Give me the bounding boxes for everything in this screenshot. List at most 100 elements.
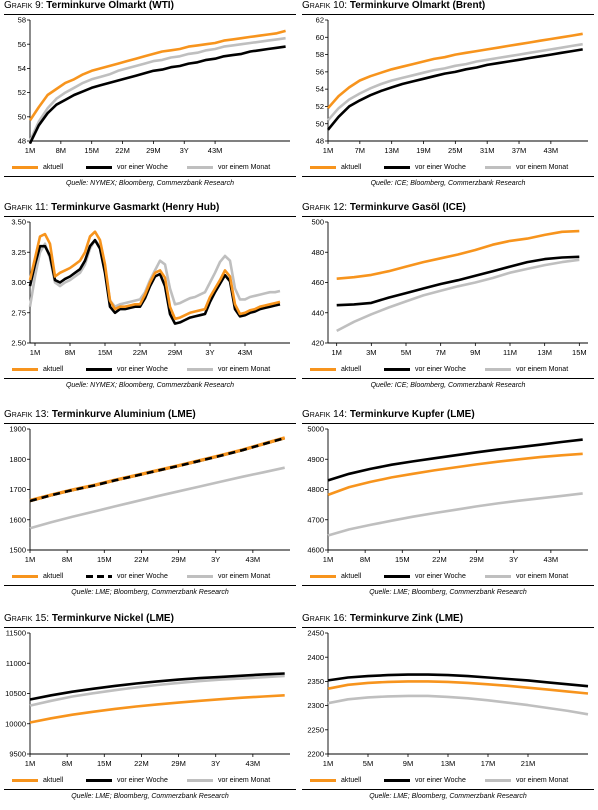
legend-item-woche: vor einer Woche (384, 362, 466, 376)
y-tick-label: 54 (18, 64, 26, 73)
chart-title-text: Terminkurve Ölmarkt (WTI) (43, 0, 174, 11)
x-tick-label: 8M (62, 555, 72, 564)
y-tick-label: 58 (316, 50, 324, 59)
series-line-woche-dashed (29, 436, 286, 503)
legend-label: vor einem Monat (516, 776, 569, 784)
chart-title-text: Terminkurve Gasmarkt (Henry Hub) (48, 202, 220, 213)
series-line-woche (336, 255, 580, 307)
legend-label: aktuell (43, 365, 64, 373)
x-tick-label: 22M (133, 348, 148, 357)
y-tick-label: 480 (311, 248, 324, 257)
line-chart: 48 50 52 54 56 58 60 62 1M 7M 13M 19M 25M 31M 37M 43M (316, 16, 588, 155)
y-tick-label: 2.50 (11, 339, 26, 348)
legend-label: aktuell (43, 572, 64, 580)
y-tick-label: 4600 (307, 546, 324, 555)
x-tick-label: 15M (395, 555, 410, 564)
chart-panel-9: Grafik 9: Terminkurve Ölmarkt (WTI) 48 50 5… (4, 0, 296, 196)
series-line-monat (336, 258, 580, 333)
chart-number-label: Grafik 14: (302, 409, 348, 420)
y-tick-label: 9500 (9, 750, 26, 759)
chart-source: Quelle: NYMEX; Bloomberg, Commerzbank Re… (65, 382, 235, 389)
series-line-aktuell (336, 229, 580, 280)
legend-item-monat: vor einem Monat (485, 362, 568, 376)
y-tick-label: 48 (316, 137, 324, 146)
legend-item-aktuell: aktuell (310, 362, 361, 376)
legend-swatch (12, 367, 38, 371)
legend-swatch (187, 165, 213, 169)
x-tick-label: 3Y (211, 759, 220, 768)
y-tick-label: 1700 (9, 485, 26, 494)
x-tick-label: 43M (544, 555, 559, 564)
y-tick-label: 56 (18, 40, 26, 49)
legend-label: vor einem Monat (218, 163, 271, 171)
legend-swatch (485, 367, 511, 371)
legend-label: vor einer Woche (117, 365, 168, 373)
legend-item-monat: vor einem Monat (485, 773, 568, 787)
x-tick-label: 43M (544, 146, 559, 155)
y-tick-label: 1600 (9, 515, 26, 524)
chart-number-label: Grafik 9: (4, 0, 44, 11)
legend-swatch (86, 778, 112, 782)
legend-swatch (12, 778, 38, 782)
x-tick-label: 17M (481, 759, 496, 768)
y-tick-label: 2200 (307, 750, 324, 759)
y-tick-label: 60 (316, 33, 324, 42)
legend-swatch (310, 574, 336, 578)
x-tick-label: 1M (323, 146, 333, 155)
chart-title: Grafik 14: Terminkurve Kupfer (LME) (302, 409, 475, 423)
y-tick-label: 52 (316, 102, 324, 111)
y-tick-label: 48 (18, 137, 26, 146)
chart-legend: aktuell vor einer Woche vor einem Monat (302, 773, 594, 787)
legend-item-aktuell: aktuell (310, 160, 361, 174)
x-tick-label: 13M (441, 759, 456, 768)
chart-title-text: Terminkurve Gasöl (ICE) (347, 202, 466, 213)
chart-title: Grafik 12: Terminkurve Gasöl (ICE) (302, 202, 466, 216)
x-tick-label: 15M (98, 348, 113, 357)
x-tick-label: 9M (403, 759, 413, 768)
chart-title: Grafik 13: Terminkurve Aluminium (LME) (4, 409, 196, 423)
source-divider (4, 378, 296, 379)
legend-swatch (187, 574, 213, 578)
chart-title: Grafik 9: Terminkurve Ölmarkt (WTI) (4, 0, 174, 14)
y-tick-label: 1900 (9, 425, 26, 434)
series-line-woche (28, 238, 281, 325)
legend-swatch (485, 165, 511, 169)
line-chart: 2.50 2.75 3.00 3.25 3.50 1M 8M 15M 22M 29M 3Y 43M (11, 218, 290, 357)
chart-legend: aktuell vor einer Woche vor einem Monat (4, 773, 296, 787)
chart-legend: aktuell vor einer Woche vor einem Monat (4, 569, 296, 583)
legend-item-monat: vor einem Monat (187, 773, 270, 787)
title-divider (302, 627, 594, 628)
legend-label: vor einem Monat (516, 572, 569, 580)
legend-swatch (187, 778, 213, 782)
x-tick-label: 1M (30, 348, 40, 357)
y-tick-label: 54 (316, 85, 324, 94)
source-divider (4, 585, 296, 586)
chart-number-label: Grafik 12: (302, 202, 348, 213)
legend-label: vor einem Monat (218, 776, 271, 784)
series-line-woche (326, 48, 583, 131)
series-line-monat (327, 492, 583, 537)
x-tick-label: 22M (432, 555, 447, 564)
y-tick-label: 500 (311, 218, 324, 227)
chart-title: Grafik 10: Terminkurve Ölmarkt (Brent) (302, 0, 485, 14)
series-line-aktuell (28, 230, 281, 321)
chart-legend: aktuell vor einer Woche vor einem Monat (302, 569, 594, 583)
x-tick-label: 37M (512, 146, 527, 155)
legend-label: vor einer Woche (117, 572, 168, 580)
legend-swatch (384, 165, 410, 169)
x-tick-label: 8M (360, 555, 370, 564)
chart-title: Grafik 11: Terminkurve Gasmarkt (Henry H… (4, 202, 219, 216)
chart-source: Quelle: LME; Bloomberg, Commerzbank Rese… (369, 589, 527, 596)
series-line-aktuell (29, 694, 285, 724)
source-divider (302, 378, 594, 379)
x-tick-label: 29M (171, 555, 186, 564)
chart-panel-14: Grafik 14: Terminkurve Kupfer (LME) 4600 4… (302, 409, 594, 605)
chart-source: Quelle: ICE; Bloomberg, Commerzbank Rese… (370, 382, 526, 389)
legend-label: vor einer Woche (117, 776, 168, 784)
title-divider (4, 423, 296, 424)
y-tick-label: 2400 (307, 653, 324, 662)
source-divider (4, 176, 296, 177)
legend-swatch (384, 367, 410, 371)
legend-label: vor einer Woche (415, 776, 466, 784)
line-chart: 2200 2250 2300 2350 2400 2450 1M 5M 9M 13M 17M 21M (307, 629, 589, 768)
